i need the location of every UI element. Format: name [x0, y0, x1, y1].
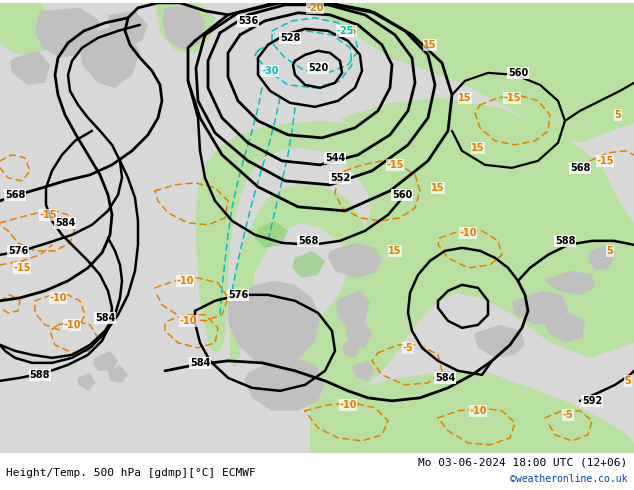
Text: 552: 552	[330, 173, 350, 183]
Text: -5: -5	[403, 343, 413, 353]
Text: -25: -25	[336, 26, 354, 36]
Polygon shape	[336, 291, 370, 331]
Text: 576: 576	[228, 290, 248, 300]
Polygon shape	[162, 5, 205, 51]
Text: 520: 520	[308, 63, 328, 73]
Polygon shape	[292, 251, 325, 278]
Polygon shape	[115, 38, 138, 63]
Text: 15: 15	[458, 93, 472, 103]
Text: 576: 576	[8, 246, 28, 256]
Text: 568: 568	[298, 236, 318, 246]
Polygon shape	[228, 281, 320, 365]
Polygon shape	[255, 221, 288, 248]
Text: -20: -20	[306, 3, 324, 13]
Text: 5: 5	[614, 110, 621, 120]
Text: -10: -10	[339, 400, 357, 410]
Polygon shape	[345, 321, 372, 348]
Polygon shape	[545, 313, 585, 343]
Polygon shape	[352, 361, 375, 381]
Text: -15: -15	[39, 210, 57, 220]
Text: -10: -10	[63, 320, 81, 330]
Polygon shape	[318, 3, 634, 143]
Text: 15: 15	[388, 246, 402, 256]
Text: -15: -15	[596, 156, 614, 166]
Text: -10: -10	[459, 228, 477, 238]
Polygon shape	[588, 245, 615, 271]
Text: 544: 544	[325, 153, 345, 163]
Text: -10: -10	[469, 406, 487, 416]
Text: 560: 560	[508, 68, 528, 78]
Text: 536: 536	[238, 16, 258, 26]
Polygon shape	[108, 365, 128, 383]
Text: -15: -15	[13, 263, 31, 273]
Text: -10: -10	[176, 276, 194, 286]
Text: -10: -10	[179, 316, 197, 326]
Polygon shape	[244, 358, 325, 411]
Polygon shape	[545, 271, 595, 295]
Text: -25: -25	[339, 26, 357, 36]
Polygon shape	[35, 8, 100, 58]
Polygon shape	[342, 338, 360, 358]
Polygon shape	[0, 3, 55, 58]
Text: 5: 5	[607, 246, 613, 256]
Polygon shape	[560, 3, 634, 53]
Polygon shape	[474, 325, 525, 358]
Text: 5: 5	[624, 376, 631, 386]
Text: 588: 588	[555, 236, 575, 246]
Text: 588: 588	[30, 370, 50, 380]
Polygon shape	[512, 291, 568, 325]
Text: -15: -15	[386, 160, 404, 170]
Polygon shape	[328, 243, 382, 278]
Text: 584: 584	[95, 313, 115, 323]
Text: 568: 568	[570, 163, 590, 173]
Polygon shape	[93, 351, 118, 371]
Polygon shape	[310, 371, 634, 453]
Text: -5: -5	[562, 410, 573, 420]
Polygon shape	[155, 3, 215, 53]
Text: 528: 528	[280, 33, 300, 43]
Text: -10: -10	[49, 293, 67, 303]
Polygon shape	[0, 3, 634, 453]
Polygon shape	[196, 98, 634, 393]
Polygon shape	[108, 11, 148, 48]
Polygon shape	[10, 51, 50, 85]
Text: 592: 592	[582, 396, 602, 406]
Text: 584: 584	[55, 218, 75, 228]
Text: Mo 03-06-2024 18:00 UTC (12+06): Mo 03-06-2024 18:00 UTC (12+06)	[418, 458, 628, 468]
Polygon shape	[78, 373, 96, 391]
Text: ©weatheronline.co.uk: ©weatheronline.co.uk	[510, 474, 628, 484]
Text: 584: 584	[435, 373, 455, 383]
Text: 568: 568	[5, 190, 25, 200]
Text: -30: -30	[261, 66, 279, 76]
Text: 15: 15	[424, 40, 437, 50]
Text: 560: 560	[392, 190, 412, 200]
Text: Height/Temp. 500 hPa [gdmp][°C] ECMWF: Height/Temp. 500 hPa [gdmp][°C] ECMWF	[6, 468, 256, 478]
Text: 15: 15	[431, 183, 444, 193]
Text: -15: -15	[503, 93, 521, 103]
Text: 584: 584	[190, 358, 210, 368]
Text: 15: 15	[471, 143, 485, 153]
Polygon shape	[80, 25, 140, 88]
